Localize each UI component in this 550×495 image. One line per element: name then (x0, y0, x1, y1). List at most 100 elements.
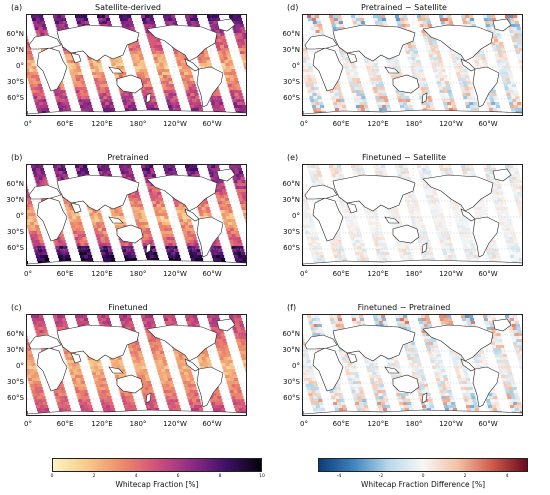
longitude-label: 60°E (332, 420, 350, 428)
latitude-label: 30°S (283, 228, 300, 236)
latitude-label: 60°S (283, 244, 300, 252)
latitude-label: 0° (292, 62, 300, 70)
latitude-label: 60°S (283, 394, 300, 402)
map-canvas (303, 15, 522, 115)
longitude-label: 180° (405, 270, 423, 278)
longitude-label: 180° (129, 420, 147, 428)
latitude-label: 30°S (7, 228, 24, 236)
longitude-label: 120°W (439, 120, 463, 128)
latitude-label: 60°N (6, 180, 24, 188)
latitude-label: 0° (16, 362, 24, 370)
continents (303, 18, 522, 115)
latitude-label: 0° (292, 212, 300, 220)
colorbar-ticks: -4 -2 0 2 4 (318, 474, 528, 480)
longitude-label: 60°E (56, 270, 74, 278)
longitude-label: 60°W (202, 120, 222, 128)
latitude-label: 30°N (6, 196, 24, 204)
map-canvas (303, 315, 522, 415)
panel-e: (e) Finetuned − Satellite 60°N 30°N 0° 30°S 60… (282, 152, 524, 278)
world-map (26, 314, 247, 416)
latitude-label: 30°S (7, 378, 24, 386)
longitude-label: 60°W (202, 270, 222, 278)
longitude-label: 120°E (91, 120, 113, 128)
world-map (26, 14, 247, 116)
panel-letter: (b) (11, 153, 23, 162)
longitude-label: 180° (405, 420, 423, 428)
continents (27, 168, 246, 265)
latitude-label: 60°N (282, 330, 300, 338)
longitude-label: 120°W (163, 270, 187, 278)
map-canvas (303, 165, 522, 265)
colorbar-tick-label: 0 (50, 474, 54, 479)
panel-title: Finetuned − Satellite (361, 153, 447, 162)
latitude-label: 30°N (282, 346, 300, 354)
diverging-colorbar: -4 -2 0 2 4 Whitecap Fraction Difference [%] (318, 458, 528, 494)
latitude-label: 0° (292, 362, 300, 370)
world-map (302, 164, 523, 266)
colorbar-tick-label: 10 (259, 474, 265, 479)
panel-a: (a) Satellite-derived 60°N 30°N 0° 30°S 60°S 0°… (6, 2, 248, 128)
colorbar-ticks: 0 2 4 6 8 10 (50, 474, 265, 480)
continents (27, 318, 246, 415)
longitude-label: 60°W (202, 420, 222, 428)
latitude-label: 30°S (7, 78, 24, 86)
world-map (302, 14, 523, 116)
world-map (26, 164, 247, 266)
world-map (302, 314, 523, 416)
longitude-label: 60°E (56, 120, 74, 128)
longitude-label: 120°W (163, 120, 187, 128)
colorbar-tick-label: -2 (378, 474, 384, 479)
latitude-label: 0° (16, 212, 24, 220)
colorbar-tick-label: 8 (218, 474, 222, 479)
longitude-label: 120°E (367, 420, 389, 428)
longitude-label: 0° (300, 120, 308, 128)
latitude-label: 30°N (6, 46, 24, 54)
longitude-label: 120°E (91, 420, 113, 428)
longitude-label: 0° (24, 270, 32, 278)
longitude-label: 0° (24, 420, 32, 428)
continents (303, 168, 522, 265)
latitude-label: 30°N (6, 346, 24, 354)
latitude-label: 60°N (282, 180, 300, 188)
colorbar-tick-label: 0 (421, 474, 425, 479)
panel-f: (f) Finetuned − Pretrained 60°N 30°N 0° 30°S 6… (282, 302, 524, 428)
panel-c: (c) Finetuned 60°N 30°N 0° 30°S 60°S 0° 60°E 120°… (6, 302, 248, 428)
longitude-label: 120°W (439, 270, 463, 278)
panel-title: Finetuned (108, 303, 148, 312)
colorbar-gradient (52, 458, 262, 472)
latitude-label: 30°N (282, 196, 300, 204)
latitude-label: 60°N (6, 330, 24, 338)
longitude-label: 60°E (56, 420, 74, 428)
panel-letter: (e) (287, 153, 299, 162)
panel-b: (b) Pretrained 60°N 30°N 0° 30°S 60°S 0° 60°E 120… (6, 152, 248, 278)
colorbar-tick-label: 6 (176, 474, 180, 479)
longitude-label: 180° (129, 120, 147, 128)
longitude-label: 180° (129, 270, 147, 278)
longitude-label: 60°E (332, 270, 350, 278)
longitude-label: 60°W (478, 270, 498, 278)
latitude-label: 60°N (282, 30, 300, 38)
latitude-label: 60°S (7, 394, 24, 402)
latitude-label: 60°S (7, 244, 24, 252)
continents (303, 318, 522, 415)
colorbar-label: Whitecap Fraction Difference [%] (360, 480, 486, 489)
latitude-label: 30°S (283, 378, 300, 386)
colorbar-gradient (318, 458, 528, 472)
latitude-label: 60°S (7, 94, 24, 102)
longitude-label: 120°E (367, 270, 389, 278)
panel-d: (d) Pretrained − Satellite 60°N 30°N 0° 30°S 6… (282, 2, 524, 128)
longitude-label: 0° (300, 420, 308, 428)
sequential-colorbar: 0 2 4 6 8 10 Whitecap Fraction [%] (50, 458, 265, 494)
colorbar-tick-label: 2 (92, 474, 96, 479)
longitude-label: 180° (405, 120, 423, 128)
panel-title: Pretrained − Satellite (361, 3, 447, 12)
latitude-label: 60°S (283, 94, 300, 102)
longitude-label: 0° (300, 270, 308, 278)
colorbar-tick-label: 4 (134, 474, 138, 479)
latitude-label: 60°N (6, 30, 24, 38)
panel-letter: (c) (11, 303, 22, 312)
longitude-label: 120°W (439, 420, 463, 428)
panel-title: Satellite-derived (95, 3, 161, 12)
colorbar-tick-label: 4 (505, 474, 509, 479)
longitude-label: 60°E (332, 120, 350, 128)
